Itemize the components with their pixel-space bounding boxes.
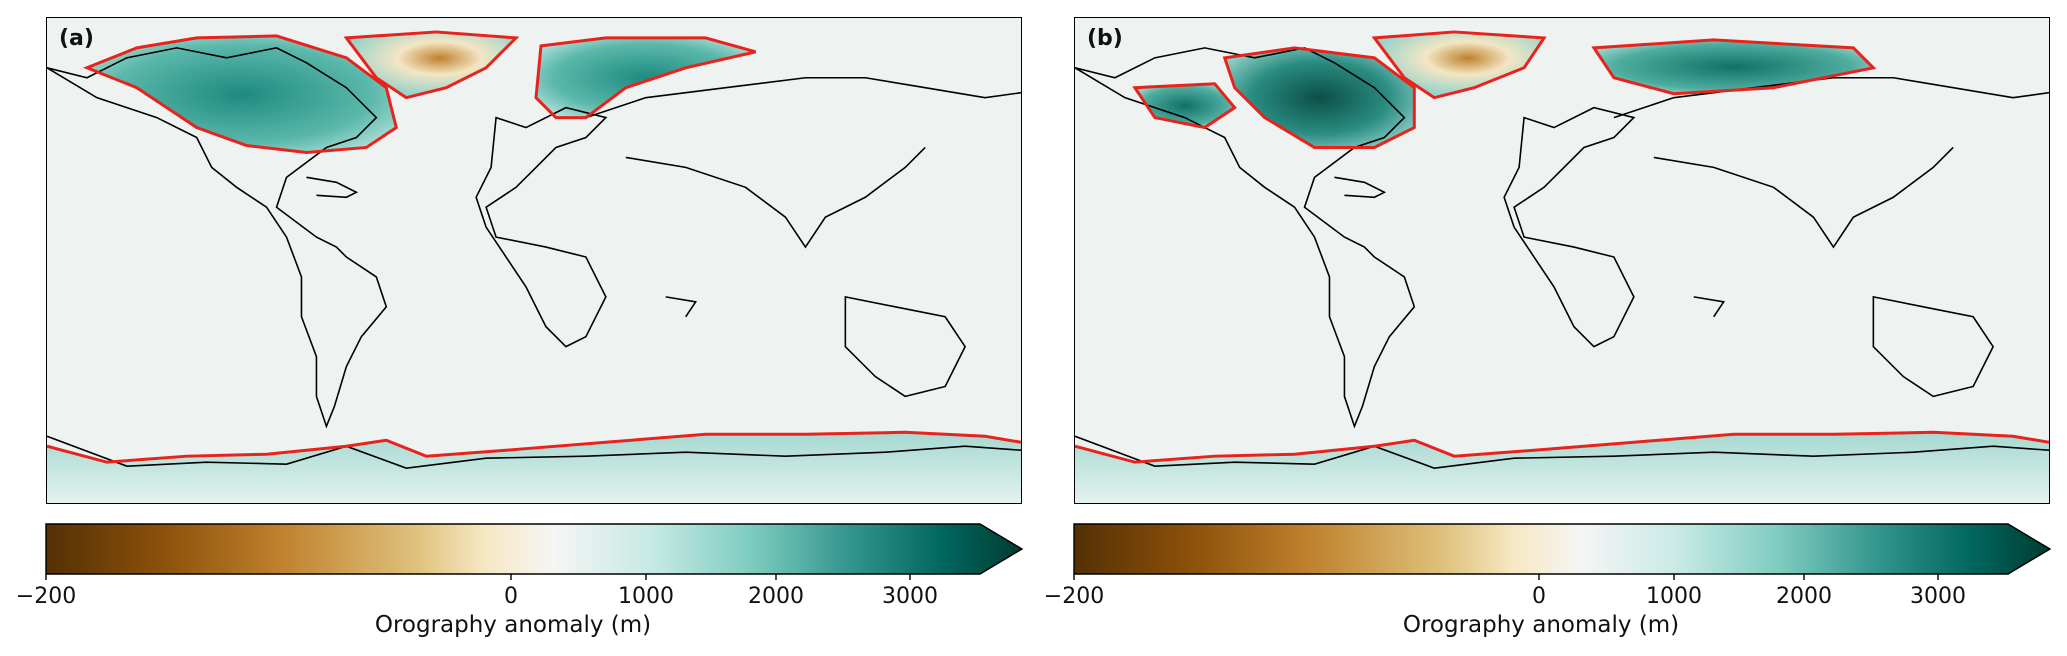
tick-min: −200	[15, 584, 77, 609]
colorbar-gradient	[1073, 523, 2052, 580]
world-map-b	[1075, 30, 2049, 503]
map-panel-a: (a)	[46, 17, 1022, 504]
tick-min: −200	[1043, 584, 1105, 609]
world-map-a	[47, 30, 1021, 503]
coastlines	[47, 47, 1021, 469]
colorbar-b	[1073, 523, 2052, 580]
ice-outlines	[47, 30, 1021, 464]
coastlines	[1075, 47, 2049, 469]
tick-1000: 1000	[618, 584, 674, 609]
panel-b: (b)	[1027, 0, 2052, 656]
tick-0: 0	[504, 584, 518, 609]
cordilleran-ice	[1134, 83, 1235, 128]
ice-outlines	[1075, 30, 2049, 464]
tick-1000: 1000	[1646, 584, 1702, 609]
fennoscandian-ice	[535, 37, 756, 118]
panel-a: (a)	[0, 0, 1024, 656]
greenland-ice	[346, 31, 517, 98]
tick-0: 0	[1532, 584, 1546, 609]
panel-label: (a)	[59, 26, 94, 51]
colorbar-label: Orography anomaly (m)	[1402, 612, 1680, 638]
laurentide-ice	[86, 35, 397, 153]
tick-2000: 2000	[748, 584, 804, 609]
antarctica-ice	[1075, 432, 2049, 503]
colorbar-a	[45, 523, 1024, 580]
map-panel-b: (b)	[1074, 17, 2050, 504]
colorbar-gradient	[45, 523, 1024, 580]
laurentide-ice	[1224, 47, 1415, 148]
greenland-ice	[1374, 31, 1545, 98]
colorbar-label: Orography anomaly (m)	[374, 612, 652, 638]
antarctica-ice	[47, 432, 1021, 503]
tick-3000: 3000	[882, 584, 938, 609]
tick-2000: 2000	[1776, 584, 1832, 609]
panel-label: (b)	[1087, 26, 1123, 51]
tick-3000: 3000	[1910, 584, 1966, 609]
